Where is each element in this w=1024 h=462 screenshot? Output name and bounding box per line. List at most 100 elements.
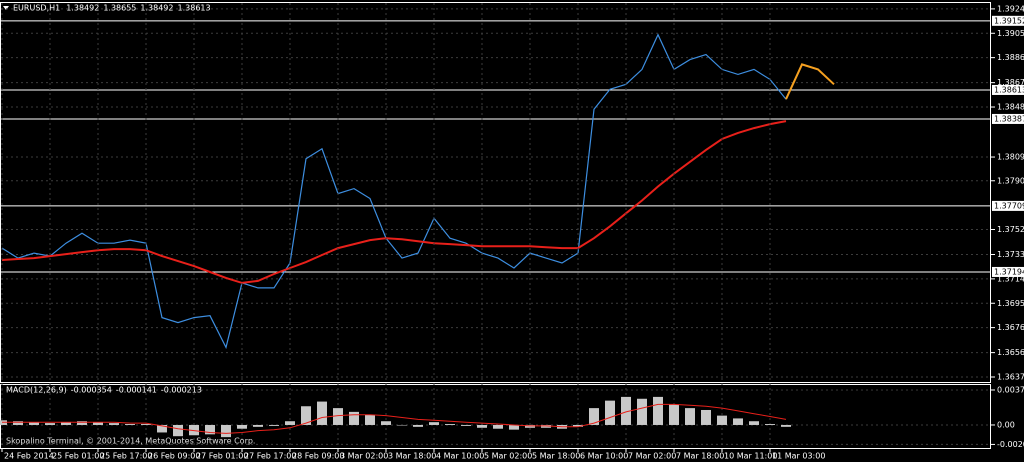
- macd-histogram-bar: [413, 424, 423, 427]
- x-tick-label: 6 Mar 10:00: [580, 452, 628, 461]
- macd-histogram-bar: [141, 424, 151, 425]
- macd-histogram-bar: [269, 424, 279, 426]
- level-label-box: [992, 266, 1024, 277]
- y-tick-label: 1.38865: [997, 53, 1024, 62]
- macd-histogram-bar: [685, 408, 695, 425]
- readout-value: 1.38655: [103, 4, 136, 13]
- macd-histogram-bar: [333, 408, 343, 425]
- moving-average: [1, 120, 787, 284]
- y-tick-label: 1.36375: [997, 372, 1024, 381]
- x-tick-label: 26 Feb 09:00: [148, 452, 200, 461]
- x-tick-label: 25 Feb 17:00: [100, 452, 152, 461]
- macd-histogram-bar: [589, 408, 599, 425]
- x-tick-label: 5 Mar 02:00: [484, 452, 532, 461]
- macd-histogram-bar: [13, 421, 23, 425]
- macd-histogram-bar: [717, 415, 727, 425]
- macd-title: MACD(12,26,9): [6, 386, 67, 395]
- macd-histogram-bar: [109, 423, 119, 425]
- price-line: [1, 33, 787, 350]
- macd-histogram-bar: [493, 424, 503, 429]
- readout-value: -0.000141: [116, 386, 157, 395]
- macd-histogram-bar: [317, 401, 327, 425]
- macd-histogram-bar: [461, 424, 471, 426]
- x-tick-label: 11 Mar 03:00: [772, 452, 825, 461]
- macd-histogram-bar: [733, 418, 743, 425]
- macd-histogram-bar: [429, 422, 439, 425]
- x-tick-label: 27 Feb 01:00: [196, 452, 248, 461]
- y-tick-label: 1.38480: [997, 103, 1024, 112]
- main-pane-frame: [0, 2, 991, 383]
- macd-histogram-bar: [29, 422, 39, 425]
- macd-histogram-bar: [93, 422, 103, 425]
- level-label-box: [992, 200, 1024, 211]
- macd-histogram-bar: [77, 421, 87, 425]
- x-tick-label: 24 Feb 2014: [4, 452, 54, 461]
- macd-histogram-bar: [157, 424, 167, 433]
- macd-histogram-bar: [509, 424, 519, 430]
- y-tick-label: 0.00: [997, 420, 1015, 429]
- macd-histogram-bar: [653, 396, 663, 425]
- macd-pane-frame: [0, 384, 991, 449]
- macd-histogram-bar: [397, 424, 407, 426]
- y-tick-label: 1.37330: [997, 250, 1024, 259]
- macd-histogram-bar: [781, 424, 791, 427]
- level-label-box: [992, 84, 1024, 95]
- level-label: 1.38387: [994, 114, 1024, 123]
- y-tick-label: 1.36565: [997, 348, 1024, 357]
- y-tick-label: 0.003738: [997, 385, 1024, 394]
- macd-histogram-bar: [365, 414, 375, 425]
- macd-histogram-bar: [61, 422, 71, 425]
- macd-histogram-bar: [669, 404, 679, 425]
- macd-histogram-bar: [573, 424, 583, 427]
- y-tick-label: 1.37905: [997, 176, 1024, 185]
- macd-histogram-bar: [701, 409, 711, 425]
- macd-histogram-bar: [621, 396, 631, 425]
- readout-value: 1.38613: [178, 4, 211, 13]
- macd-histogram-bar: [205, 424, 215, 435]
- x-tick-label: 7 Mar 18:00: [676, 452, 724, 461]
- level-label-box: [992, 15, 1024, 26]
- y-tick-label: 1.39055: [997, 29, 1024, 38]
- macd-histogram-bar: [173, 424, 183, 437]
- readout-value: -0.000354: [71, 386, 112, 395]
- signal-line: [2, 403, 787, 434]
- level-label: 1.39152: [994, 16, 1024, 25]
- x-tick-label: 27 Feb 17:00: [244, 452, 296, 461]
- macd-histogram-bar: [253, 424, 263, 427]
- y-tick-label: -0.002078: [997, 440, 1024, 449]
- macd-histogram-bar: [221, 424, 231, 438]
- macd-histogram-bar: [637, 398, 647, 425]
- x-tick-label: 3 Mar 18:00: [388, 452, 436, 461]
- readout-value: -0.000213: [161, 386, 202, 395]
- macd-histogram-bar: [749, 421, 759, 425]
- level-label: 1.37194: [994, 267, 1024, 276]
- y-tick-label: 1.36950: [997, 299, 1024, 308]
- level-label: 1.38613: [994, 85, 1024, 94]
- plot-layer: [0, 3, 991, 452]
- x-tick-label: 7 Mar 02:00: [628, 452, 676, 461]
- macd-histogram-bar: [381, 421, 391, 425]
- menu-arrow[interactable]: [3, 6, 9, 10]
- macd-histogram-bar: [45, 423, 55, 425]
- y-tick-label: 1.38670: [997, 78, 1024, 87]
- y-tick-label: 1.39245: [997, 4, 1024, 13]
- macd-histogram-bar: [125, 424, 135, 425]
- symbol-title: EURUSD,H1: [13, 4, 60, 13]
- macd-histogram-bar: [285, 421, 295, 425]
- y-tick-label: 1.37140: [997, 274, 1024, 283]
- readout-value: 1.38492: [140, 4, 173, 13]
- y-tick-label: 1.38090: [997, 153, 1024, 162]
- x-tick-label: 25 Feb 01:00: [52, 452, 104, 461]
- level-label-box: [992, 113, 1024, 124]
- y-tick-label: 1.36760: [997, 323, 1024, 332]
- level-label: 1.37709: [994, 201, 1024, 210]
- x-tick-label: 28 Feb 09:00: [292, 452, 344, 461]
- x-tick-label: 5 Mar 18:00: [532, 452, 580, 461]
- footer: Skopalino Terminal, © 2001-2014, MetaQuo…: [6, 437, 255, 446]
- macd-histogram-bar: [349, 411, 359, 425]
- macd-histogram-bar: [301, 406, 311, 425]
- macd-histogram-bar: [445, 424, 455, 425]
- forecast-line: [785, 63, 835, 100]
